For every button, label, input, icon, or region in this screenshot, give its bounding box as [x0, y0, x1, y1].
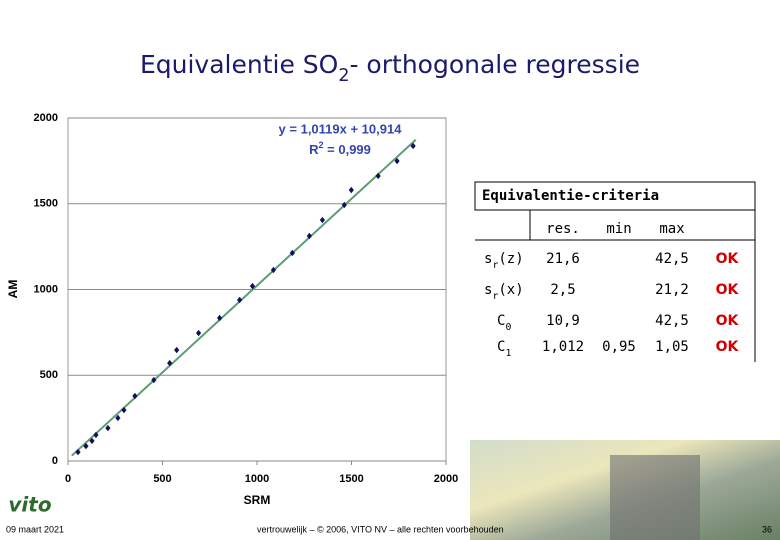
r-squared: R2 = 0,999 [309, 140, 371, 157]
x-tick-label: 1000 [245, 473, 269, 485]
data-point [289, 249, 295, 257]
data-point [174, 346, 180, 354]
cell-max: 42,5 [655, 313, 689, 329]
footer-date: 09 maart 2021 [6, 524, 64, 534]
column-header: max [659, 221, 684, 237]
data-point [83, 442, 89, 450]
y-tick-label: 1500 [34, 198, 58, 210]
data-point [151, 376, 157, 384]
row-label: sr(x) [484, 282, 524, 302]
slide-title-part: - orthogonale regressie [349, 50, 640, 79]
table-header-box [474, 181, 756, 211]
data-point [306, 232, 312, 240]
row-label-part: C [497, 313, 505, 329]
data-point [341, 201, 347, 209]
data-point [105, 424, 111, 432]
data-point [93, 431, 99, 439]
data-point [237, 296, 243, 304]
y-tick-label: 500 [40, 369, 58, 381]
data-point [75, 448, 81, 456]
equation: y = 1,0119x + 10,914 [279, 121, 403, 136]
status: OK [716, 282, 740, 298]
row-label-part: r [492, 291, 498, 302]
x-tick-label: 0 [65, 473, 71, 485]
cell-res: 10,9 [546, 313, 580, 329]
cell-res: 21,6 [546, 251, 580, 267]
data-point [121, 406, 127, 414]
x-tick-label: 500 [153, 473, 171, 485]
data-point [270, 266, 277, 274]
r-squared-part: = 0,999 [324, 142, 371, 157]
logo: vito [8, 493, 51, 517]
data-point [348, 186, 354, 194]
cell-max: 1,05 [655, 339, 689, 355]
data-point [115, 414, 121, 422]
page-number: 36 [762, 524, 772, 534]
data-point [319, 216, 325, 224]
footer-copyright: vertrouwelijk – © 2006, VITO NV – alle r… [257, 524, 504, 534]
row-label-part: (z) [498, 251, 523, 267]
row-label-part: 1 [505, 348, 511, 359]
y-tick-label: 2000 [34, 112, 58, 124]
table-title: Equivalentie-criteria [482, 188, 659, 204]
r-squared-part: 2 [318, 140, 323, 150]
data-point [89, 437, 95, 445]
slide-title-part: Equivalentie SO [140, 50, 338, 79]
status: OK [716, 251, 740, 267]
row-label-part: r [492, 260, 498, 271]
cell-res: 1,012 [542, 339, 584, 355]
row-label-part: C [497, 339, 505, 355]
y-tick-label: 0 [52, 455, 58, 467]
cell-max: 42,5 [655, 251, 689, 267]
data-point [375, 172, 381, 180]
footer-building [610, 455, 700, 540]
x-axis-label: SRM [244, 493, 271, 507]
data-point [410, 142, 416, 150]
status: OK [716, 339, 740, 355]
row-label: sr(z) [484, 251, 524, 271]
data-point [216, 314, 223, 322]
table-frame [475, 182, 755, 362]
cell-res: 2,5 [550, 282, 575, 298]
data-point [249, 282, 256, 290]
r-squared-part: R [309, 142, 319, 157]
y-tick-label: 1000 [34, 283, 58, 295]
y-axis-label: AM [6, 280, 20, 299]
row-label-part: 0 [505, 322, 511, 333]
row-label-part: s [484, 251, 492, 267]
data-point [167, 359, 173, 367]
x-tick-label: 1500 [339, 473, 363, 485]
row-label: C1 [497, 339, 511, 359]
data-point [195, 329, 202, 337]
data-point [132, 392, 138, 400]
row-label: C0 [497, 313, 511, 333]
column-header: min [606, 221, 631, 237]
x-tick-label: 2000 [434, 473, 458, 485]
cell-max: 21,2 [655, 282, 689, 298]
cell-min: 0,95 [602, 339, 636, 355]
data-point [394, 157, 400, 165]
row-label-part: (x) [498, 282, 523, 298]
slide-title-part: 2 [338, 66, 349, 86]
row-label-part: s [484, 282, 492, 298]
column-header: res. [546, 221, 580, 237]
status: OK [716, 313, 740, 329]
slide-title: Equivalentie SO2- orthogonale regressie [140, 50, 640, 86]
trendline [71, 139, 417, 457]
